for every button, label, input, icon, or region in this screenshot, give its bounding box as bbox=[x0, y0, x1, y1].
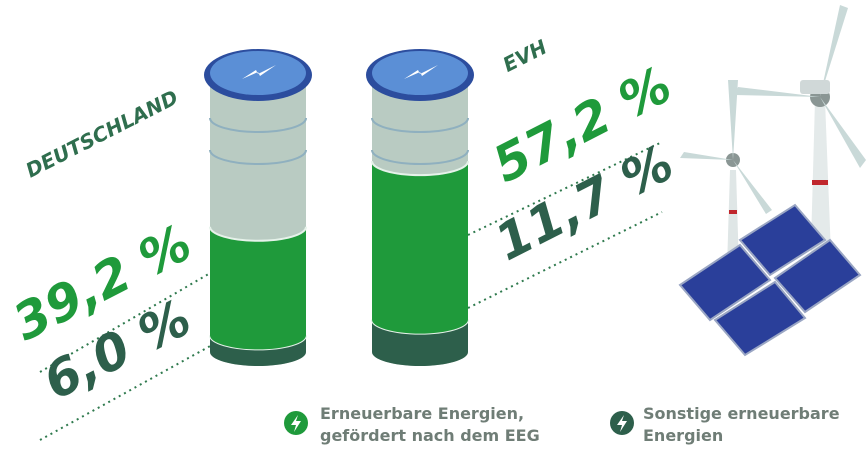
battery-segment bbox=[372, 161, 468, 333]
legend-item: Sonstige erneuerbare Energien bbox=[643, 403, 853, 457]
category-label: DEUTSCHLAND bbox=[22, 85, 182, 182]
battery-segment bbox=[210, 227, 306, 350]
legend-label: Erneuerbare Energien, gefördert nach dem… bbox=[320, 403, 560, 447]
chart: Erneuerbare Energien, gefördert nach dem… bbox=[0, 0, 868, 457]
legend-label: Sonstige erneuerbare Energien bbox=[643, 403, 853, 447]
batteries bbox=[204, 49, 474, 366]
legend-item: Erneuerbare Energien, gefördert nach dem… bbox=[320, 403, 560, 457]
category-label: EVH bbox=[499, 35, 551, 77]
solar-panels bbox=[680, 205, 860, 390]
